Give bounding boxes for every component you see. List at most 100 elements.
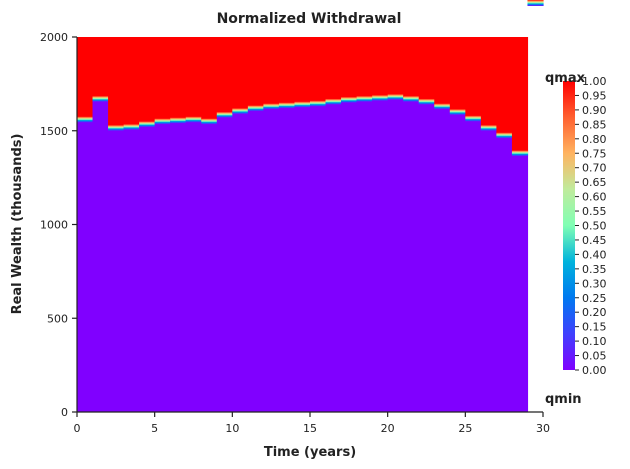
heatmap-cell-low [216,114,233,412]
heatmap-cell-high [154,37,171,122]
heatmap-cell-low [294,104,311,412]
heatmap-cell-high [294,37,311,105]
transition-band [480,124,497,131]
transition-band [325,98,342,105]
heatmap-cell-low [356,98,373,412]
heatmap-cell-low [465,118,482,412]
x-tick-label: 20 [381,422,395,435]
transition-band [511,150,529,157]
heatmap-cell-low [247,108,264,412]
colorbar-tick-label: 0.60 [582,191,607,204]
heatmap-cell-high [77,37,94,120]
transition-band [232,108,249,115]
transition-band [403,95,420,102]
y-axis-title: Real Wealth (thousands) [10,134,25,315]
heatmap-cell-low [278,105,296,412]
colorbar-tick-label: 0.10 [582,335,607,348]
transition-band [372,94,389,101]
colorbar-tick-label: 0.50 [582,220,607,233]
heatmap-cell-low [449,112,466,412]
transition-band [92,95,109,102]
chart-title: Normalized Withdrawal [217,11,402,27]
heatmap-cell-high [310,37,327,104]
y-tick-label: 1000 [40,219,68,232]
heatmap-cell-high [434,37,451,107]
heatmap-cell-low [403,98,420,412]
transition-band [201,118,218,125]
colorbar-tick-label: 0.15 [582,321,607,334]
heatmap-cell-high [92,37,109,99]
colorbar-tick-label: 0.75 [582,147,607,160]
heatmap-cell-low [325,101,342,412]
x-tick-label: 0 [74,422,81,435]
heatmap-cell-low [480,127,497,412]
heatmap-cell-low [154,121,171,412]
heatmap-cell-low [170,120,187,412]
transition-band [387,94,404,100]
heatmap-cell-high [170,37,187,121]
y-tick-label: 1500 [40,125,68,138]
heatmap-cell-high [139,37,156,125]
colorbar-tick-label: 0.05 [582,350,607,363]
colorbar-tick-label: 0.70 [582,162,607,175]
heatmap-cell-high [403,37,420,99]
transition-band [294,101,311,108]
transition-band [418,98,435,105]
colorbar-tick-label: 0.65 [582,176,607,189]
colorbar-tick-label: 0.40 [582,248,607,261]
heatmap-cell-low [139,124,156,412]
heatmap-cell-high [387,37,404,97]
heatmap-cell-high [123,37,140,127]
colorbar-tick-label: 0.90 [582,104,607,117]
heatmap-cell-low [496,135,513,412]
heatmap-cell-low [77,119,94,412]
transition-band [216,111,233,118]
x-tick-label: 25 [458,422,472,435]
heatmap-cell-low [418,101,435,412]
colorbar-tick-label: 0.30 [582,277,607,290]
colorbar-tick-label: 0.95 [582,89,607,102]
x-tick-label: 15 [303,422,317,435]
transition-band [356,95,373,102]
transition-band [154,118,171,125]
heatmap-cell-high [201,37,218,122]
heatmap-cell-high [356,37,373,99]
colorbar-tick-label: 0.25 [582,292,607,305]
colorbar-tick-label: 0.35 [582,263,607,276]
heatmap-cell-low [511,153,529,412]
heatmap-cell-low [232,111,249,412]
colorbar-top-label: qmax [545,71,586,86]
x-axis-title: Time (years) [264,445,356,460]
transition-band [108,124,125,131]
colorbar: 0.000.05 0.100.15 0.200.25 0.300.35 0.400.45… [563,75,607,377]
heatmap-cell-high [511,37,529,154]
transition-band [434,103,451,110]
heatmap-cell-low [310,103,327,412]
plot-area [77,0,544,412]
colorbar-tick-label: 0.85 [582,118,607,131]
heatmap-cell-low [108,127,125,412]
transition-band [185,116,202,123]
heatmap-cell-low [372,97,389,412]
transition-band [496,132,513,139]
colorbar-tick-label: 0.55 [582,205,607,218]
x-tick-label: 10 [225,422,239,435]
heatmap-cell-high [263,37,280,107]
colorbar-tick-label: 0.00 [582,364,607,377]
heatmap-cell-high [247,37,264,109]
transition-band [527,0,544,6]
transition-band [247,105,264,112]
heatmap-cell-low [341,99,358,412]
heatmap-cell-high [449,37,466,112]
heatmap-cell-high [185,37,202,120]
heatmap-cell-high [325,37,342,102]
heatmap-cell-low [434,106,451,412]
colorbar-tick-label: 1.00 [582,75,607,88]
heatmap-cell-low [263,106,280,412]
transition-band [263,103,280,110]
colorbar-tick-label: 0.45 [582,234,607,247]
transition-band [123,124,140,130]
transition-band [77,116,94,123]
heatmap-cell-high [278,37,296,106]
